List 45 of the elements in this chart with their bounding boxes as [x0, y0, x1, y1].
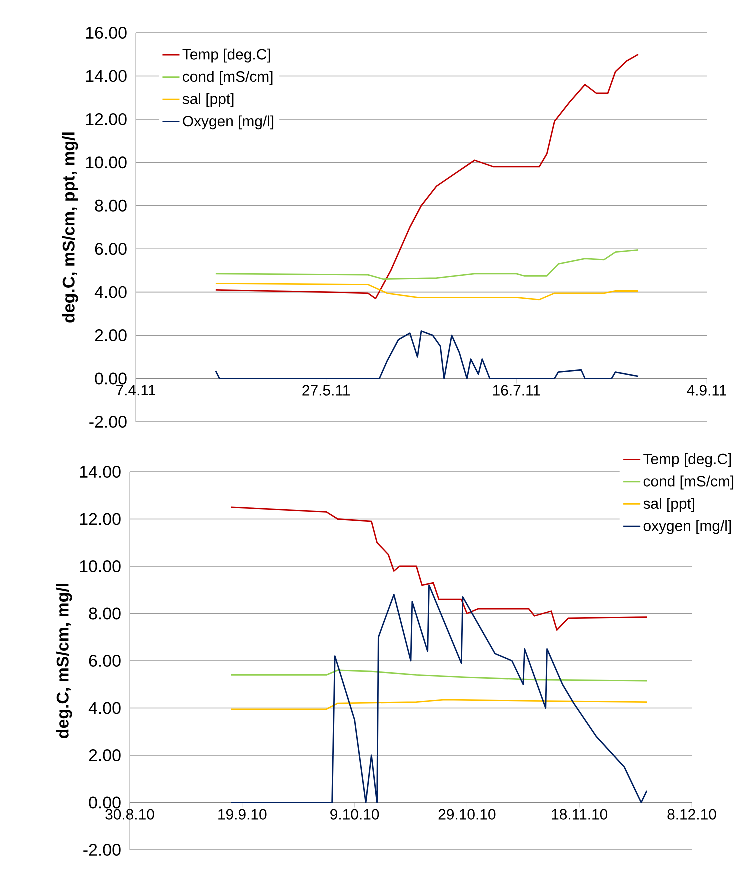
y-axis-title: deg.C, mS/cm, ppt, mg/l [62, 132, 78, 323]
x-tick-label: 27.5.11 [302, 385, 350, 396]
x-tick-label: 18.11.10 [552, 809, 608, 820]
y-tick-label: -2.00 [90, 416, 127, 428]
y-tick-label: 0.00 [95, 372, 127, 385]
y-tick-label: 12.00 [80, 513, 121, 526]
y-tick-label: 16.00 [86, 26, 127, 39]
legend-label: cond [mS/cm] [644, 476, 734, 490]
y-tick-label: 14.00 [80, 466, 121, 478]
legend-label: sal [ppt] [182, 93, 234, 108]
x-tick-label: 30.8.10 [106, 809, 154, 820]
y-tick-label: 6.00 [89, 655, 121, 667]
line-series [230, 699, 648, 710]
x-tick-label: 7.4.11 [116, 385, 156, 396]
x-tick-label: 8.12.10 [668, 809, 716, 820]
legend-label: sal [ppt] [644, 498, 694, 512]
legend-label: Oxygen [mg/l] [183, 116, 274, 130]
legend-label: cond [mS/cm] [183, 71, 273, 86]
x-tick-label: 19.9.10 [218, 809, 267, 820]
y-tick-label: 12.00 [86, 113, 127, 126]
y-tick-label: -2.00 [84, 844, 121, 856]
legend-label: Temp [deg.C] [182, 48, 270, 63]
x-tick-label: 4.9.11 [687, 385, 726, 396]
y-tick-label: 8.00 [95, 200, 127, 212]
legend-label: Temp [deg.C] [644, 454, 732, 468]
y-tick-label: 8.00 [89, 608, 121, 620]
y-tick-label: 10.00 [80, 560, 121, 572]
y-tick-label: 6.00 [95, 243, 127, 256]
x-tick-label: 29.10.10 [438, 809, 496, 820]
y-axis-title: deg.C, mS/cm, mg/l [56, 584, 72, 738]
y-tick-label: 10.00 [86, 156, 127, 169]
legend-label: oxygen [mg/l] [644, 520, 732, 534]
line-series [215, 330, 640, 380]
line-series [215, 249, 640, 280]
y-tick-label: 2.00 [89, 750, 121, 762]
y-tick-label: 4.00 [88, 702, 121, 714]
y-tick-label: 4.00 [94, 286, 127, 298]
y-tick-label: 0.00 [89, 796, 121, 809]
y-tick-label: 2.00 [95, 330, 127, 342]
x-tick-label: 16.7.11 [493, 385, 540, 396]
line-series [215, 282, 640, 301]
x-tick-label: 9.10.10 [330, 809, 380, 820]
line-series [230, 670, 648, 682]
line-series [230, 584, 648, 804]
y-tick-label: 14.00 [86, 70, 127, 82]
